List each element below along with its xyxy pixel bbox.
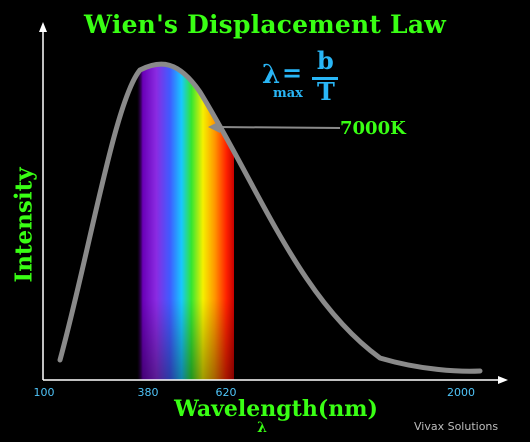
credit-text: Vivax Solutions (414, 420, 499, 433)
x-tick-label: 380 (137, 386, 159, 399)
visible-spectrum-band (137, 64, 234, 380)
y-axis-label: Intensity (10, 167, 38, 283)
curve-temperature-label: 7000K (340, 118, 406, 139)
x-tick-label: 620 (215, 386, 237, 399)
diagram-title: Wien's Displacement Law (84, 10, 446, 39)
x-axis-arrow (498, 376, 508, 384)
formula-denominator: T (317, 77, 335, 106)
formula-fraction-bar (312, 77, 338, 80)
formula-lambda: λ (262, 60, 281, 90)
y-axis-arrow (39, 22, 47, 32)
x-axis-symbol: λ (257, 420, 267, 436)
curve-pointer-line (215, 126, 341, 129)
x-axis-label: Wavelength(nm) (174, 396, 378, 422)
curve-pointer-arrowhead (208, 121, 220, 133)
x-tick-label: 100 (33, 386, 55, 399)
formula-equals: = (282, 58, 303, 87)
formula-subscript: max (273, 86, 303, 101)
formula-numerator: b (317, 46, 334, 75)
x-tick-label: 2000 (447, 386, 475, 399)
blackbody-curve (57, 61, 483, 374)
